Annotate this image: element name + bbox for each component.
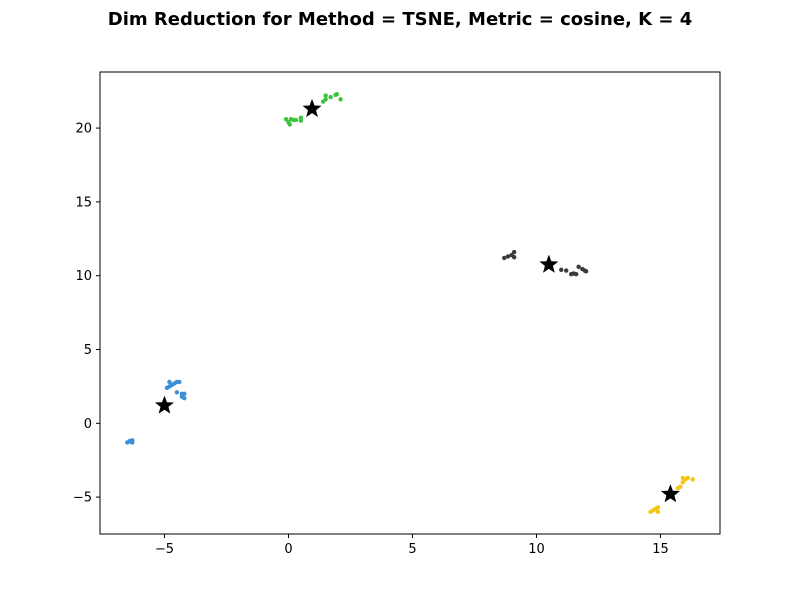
cluster-1-point	[334, 91, 340, 97]
data-points	[125, 91, 695, 515]
cluster-0-point	[167, 379, 172, 385]
cluster-3-point	[680, 480, 685, 485]
x-tick-label: −5	[155, 542, 174, 557]
cluster-1-point	[338, 97, 343, 102]
cluster-3-point	[655, 509, 661, 515]
chart-title: Dim Reduction for Method = TSNE, Metric …	[107, 9, 693, 30]
cluster-1-point	[328, 94, 333, 100]
cluster-2-point	[502, 255, 507, 261]
cluster-0-point	[182, 396, 187, 401]
y-tick-label: 20	[75, 122, 92, 137]
x-tick-label: 10	[528, 542, 545, 557]
cluster-0-point	[177, 379, 182, 385]
y-tick-label: 0	[84, 417, 92, 432]
cluster-1-point	[283, 117, 289, 122]
plot-frame	[99, 71, 721, 535]
centroid-star-2	[539, 254, 559, 273]
cluster-1-point	[323, 97, 328, 102]
y-tick-label: 10	[75, 269, 92, 284]
axes: −5 0 5 10 15 −5 0 5 10 15 20	[73, 71, 721, 557]
cluster-1-point	[287, 122, 292, 127]
cluster-2-point	[564, 268, 569, 273]
cluster-1-point	[293, 117, 299, 123]
cluster-2-point	[576, 264, 581, 270]
y-tick-label: 5	[84, 343, 92, 358]
cluster-2-point	[583, 269, 589, 274]
cluster-2-point	[511, 249, 517, 255]
cluster-0-point	[182, 391, 187, 396]
cluster-2-point	[505, 254, 511, 259]
centroid-star-1	[302, 98, 322, 117]
cluster-2-point	[573, 272, 579, 277]
cluster-2-point	[511, 255, 517, 260]
centroid-star-0	[154, 395, 174, 414]
cluster-3-point	[655, 505, 661, 510]
cluster-0-point	[174, 390, 180, 395]
y-tick-label: −5	[73, 491, 92, 506]
cluster-1-point	[298, 115, 304, 120]
y-tick-label: 15	[75, 195, 92, 210]
cluster-1-point	[323, 93, 328, 98]
centroid-star-3	[660, 484, 680, 503]
cluster-3-point	[678, 484, 683, 489]
cluster-3-point	[690, 477, 695, 482]
x-tick-label: 15	[652, 542, 669, 557]
cluster-3-point	[685, 475, 690, 481]
cluster-0-point	[128, 439, 134, 444]
x-tick-label: 0	[284, 542, 292, 557]
cluster-2-point	[559, 267, 564, 272]
x-tick-label: 5	[408, 542, 416, 557]
